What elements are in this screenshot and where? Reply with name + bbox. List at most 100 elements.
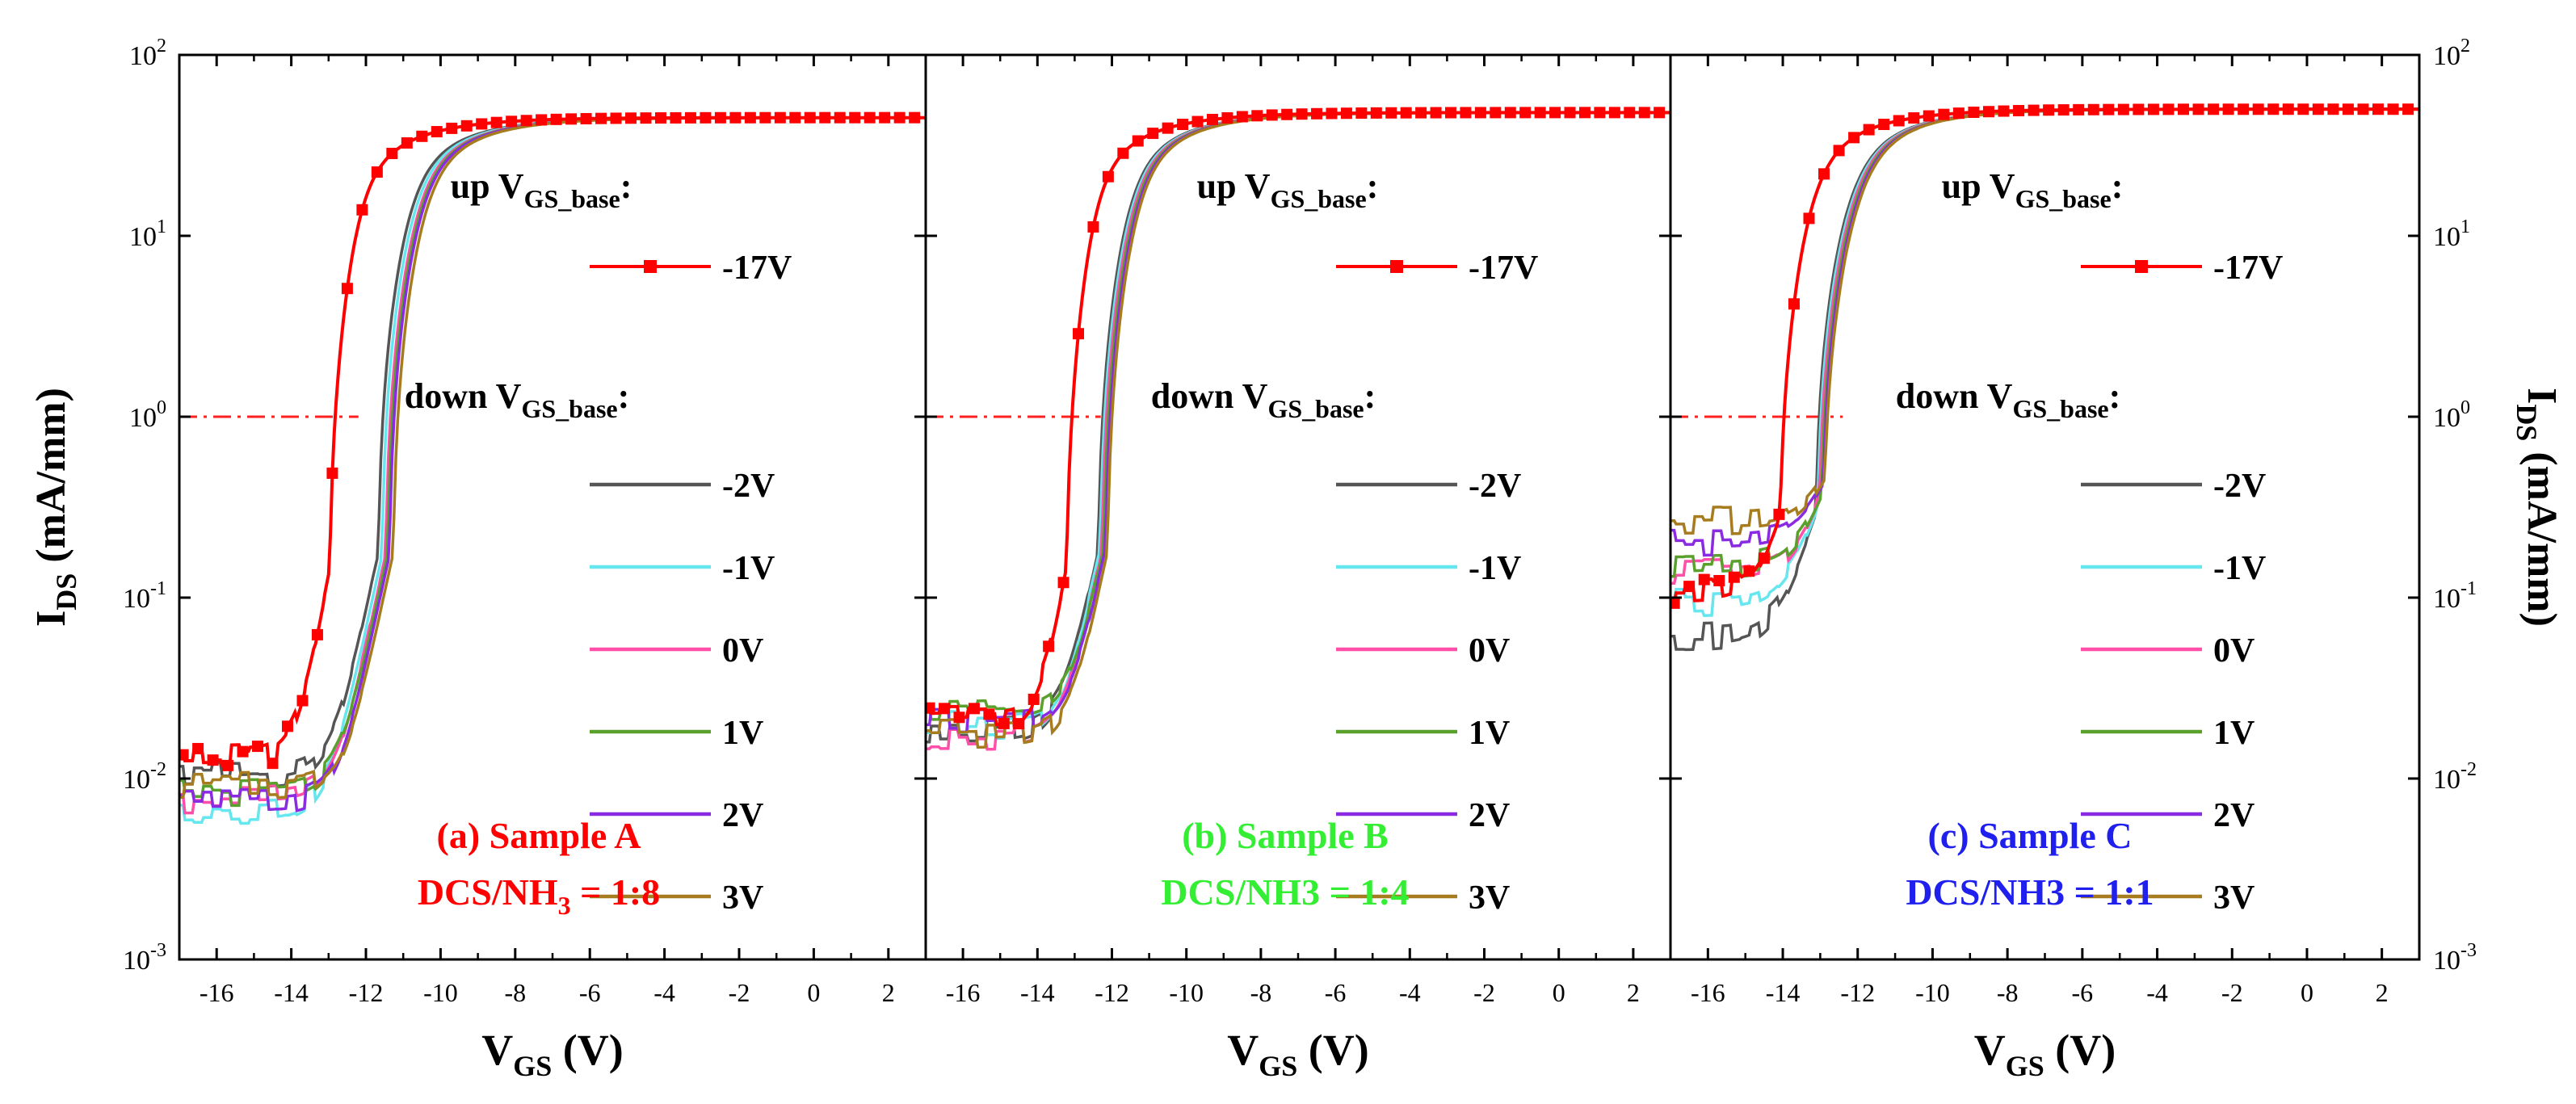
- series-line-a-3V: [179, 115, 926, 800]
- series-point-a--17V: [909, 111, 921, 124]
- series-point-c--17V: [2342, 103, 2354, 115]
- series-point-c--17V: [2073, 103, 2085, 115]
- y-tick-label-left: 100: [129, 397, 166, 433]
- series-point-b--17V: [1251, 110, 1263, 122]
- series-point-a--17V: [446, 122, 458, 134]
- x-tick-label-c: -12: [1840, 978, 1875, 1007]
- legend-label--17V: -17V: [722, 250, 792, 287]
- series-point-b--17V: [1385, 107, 1397, 119]
- series-point-b--17V: [939, 703, 951, 715]
- sample-ratio-c: DCS/NH3 = 1:1: [1906, 871, 2154, 913]
- legend-marker--17V: [644, 260, 657, 273]
- series-line-a--17V: [179, 115, 926, 769]
- series-point-c--17V: [2177, 103, 2189, 115]
- series-group-c: [1670, 103, 2419, 652]
- series-line-a-1V: [179, 115, 926, 808]
- y-tick-label-right: 10-3: [2433, 940, 2477, 976]
- x-tick-label-b: 2: [1627, 978, 1640, 1007]
- chart-panels: -16 -14 -12 -10 -8 -6 -4 -2 0 2 up VGS_base: -17V do…: [178, 53, 2421, 1007]
- series-point-b--17V: [1117, 147, 1129, 159]
- x-tick-label-b: -6: [1325, 978, 1347, 1007]
- x-axis-label-a: VGS (V): [481, 1026, 624, 1082]
- legend-label--2V: -2V: [722, 468, 775, 505]
- series-point-a--17V: [536, 114, 548, 126]
- y-tick-label-left: 102: [129, 36, 166, 71]
- series-point-a--17V: [700, 111, 712, 124]
- series-point-c--17V: [2133, 103, 2145, 115]
- series-point-b--17V: [1073, 328, 1085, 340]
- x-axis-label-c: VGS (V): [1974, 1026, 2116, 1082]
- series-group-a: [179, 111, 926, 825]
- legend-label-1V: 1V: [722, 715, 763, 752]
- series-point-a--17V: [804, 111, 816, 124]
- series-point-b--17V: [1340, 107, 1352, 120]
- series-point-c--17V: [2252, 103, 2264, 115]
- series-point-c--17V: [1728, 571, 1740, 583]
- series-point-a--17V: [506, 115, 518, 128]
- x-tick-label-a: -6: [579, 978, 601, 1007]
- legend-label-0V: 0V: [1469, 632, 1510, 670]
- series-point-c--17V: [2238, 103, 2250, 115]
- legend-label--2V: -2V: [2213, 468, 2266, 505]
- x-axis-label-b: VGS (V): [1227, 1026, 1369, 1082]
- series-point-a--17V: [431, 126, 443, 138]
- series-point-b--17V: [1147, 128, 1159, 140]
- series-point-a--17V: [207, 754, 219, 766]
- series-point-c--17V: [1833, 145, 1845, 157]
- x-tick-label-b: -14: [1020, 978, 1055, 1007]
- y-axis-label-right: IDS (mA/mm): [2511, 388, 2565, 627]
- series-point-c--17V: [2208, 103, 2220, 115]
- series-point-c--17V: [1908, 112, 1920, 124]
- axis-labels: 10-3 10-2 10-1 100 101 102 10-3 10-2 10-1 100 101 1…: [28, 36, 2565, 1082]
- legend-label-0V: 0V: [722, 632, 763, 670]
- series-point-a--17V: [520, 115, 532, 127]
- legend-label-1V: 1V: [1469, 715, 1510, 752]
- series-point-c--17V: [2043, 104, 2055, 116]
- series-point-b--17V: [1594, 107, 1606, 119]
- sample-title-b: (b) Sample B: [1182, 815, 1389, 856]
- series-point-b--17V: [1236, 111, 1248, 123]
- series-point-b--17V: [998, 717, 1010, 729]
- series-point-c--17V: [1698, 573, 1710, 586]
- series-point-b--17V: [1608, 107, 1620, 119]
- series-point-a--17V: [192, 742, 204, 754]
- y-tick-label-left: 10-1: [123, 578, 166, 614]
- series-point-a--17V: [684, 111, 696, 124]
- y-axis-label-left: IDS (mA/mm): [28, 388, 82, 627]
- series-point-b--17V: [1445, 107, 1457, 119]
- series-point-a--17V: [476, 118, 488, 130]
- series-point-b--17V: [1057, 577, 1069, 589]
- series-point-b--17V: [1578, 107, 1591, 119]
- series-group-b: [926, 107, 1670, 751]
- x-tick-label-a: 0: [807, 978, 820, 1007]
- series-point-b--17V: [1221, 111, 1233, 124]
- series-point-c--17V: [2297, 103, 2309, 115]
- x-tick-label-c: -8: [1997, 978, 2019, 1007]
- y-tick-label-right: 10-1: [2433, 578, 2477, 614]
- x-tick-label-c: -2: [2221, 978, 2243, 1007]
- series-point-c--17V: [1758, 552, 1770, 565]
- x-tick-label-a: -10: [423, 978, 458, 1007]
- series-point-a--17V: [252, 741, 264, 753]
- series-point-a--17V: [759, 111, 771, 124]
- series-point-b--17V: [1355, 107, 1368, 120]
- x-tick-label-c: -14: [1766, 978, 1801, 1007]
- series-point-c--17V: [2103, 103, 2115, 115]
- legend-label--1V: -1V: [722, 550, 775, 587]
- series-point-a--17V: [179, 749, 189, 761]
- legend-label--17V: -17V: [2213, 250, 2283, 287]
- series-point-a--17V: [610, 112, 622, 124]
- series-line-a-2V: [179, 115, 926, 812]
- series-line-a-0V: [179, 115, 926, 815]
- series-point-b--17V: [1311, 107, 1323, 120]
- series-point-a--17V: [341, 283, 353, 295]
- series-point-b--17V: [1296, 108, 1308, 120]
- series-point-c--17V: [1743, 565, 1755, 577]
- legend-label--2V: -2V: [1469, 468, 1521, 505]
- legend-down-title: down VGS_base:: [1896, 376, 2121, 423]
- series-point-b--17V: [1162, 122, 1174, 134]
- series-point-b--17V: [1624, 107, 1636, 119]
- series-point-b--17V: [953, 712, 965, 724]
- x-tick-label-c: 2: [2376, 978, 2389, 1007]
